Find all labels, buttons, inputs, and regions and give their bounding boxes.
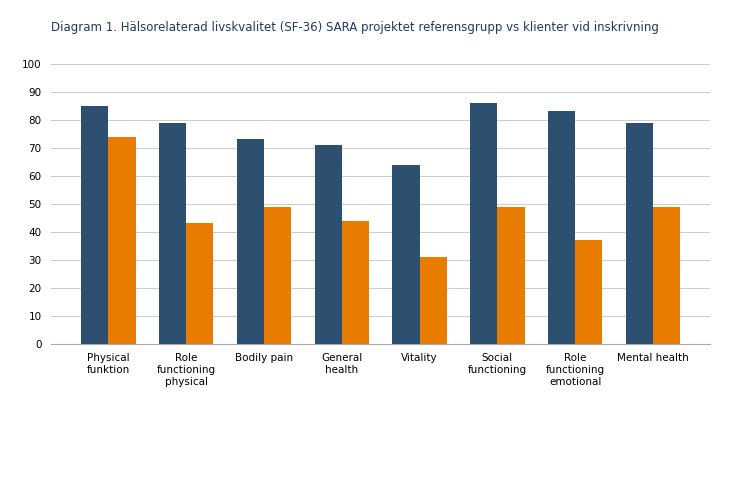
Bar: [159, 123, 186, 344]
Bar: [497, 207, 525, 344]
Bar: [392, 164, 419, 344]
Bar: [626, 123, 653, 344]
Bar: [264, 207, 291, 344]
Bar: [342, 220, 369, 344]
Text: Diagram 1. Hälsorelaterad livskvalitet (SF-36) SARA projektet referensgrupp vs k: Diagram 1. Hälsorelaterad livskvalitet (…: [51, 22, 659, 34]
Bar: [236, 139, 264, 344]
Bar: [186, 223, 214, 344]
Bar: [81, 106, 108, 344]
Bar: [470, 103, 497, 344]
Bar: [108, 136, 135, 344]
Bar: [315, 145, 342, 344]
Bar: [653, 207, 680, 344]
Bar: [548, 111, 575, 344]
Bar: [575, 240, 602, 344]
Bar: [419, 257, 447, 344]
